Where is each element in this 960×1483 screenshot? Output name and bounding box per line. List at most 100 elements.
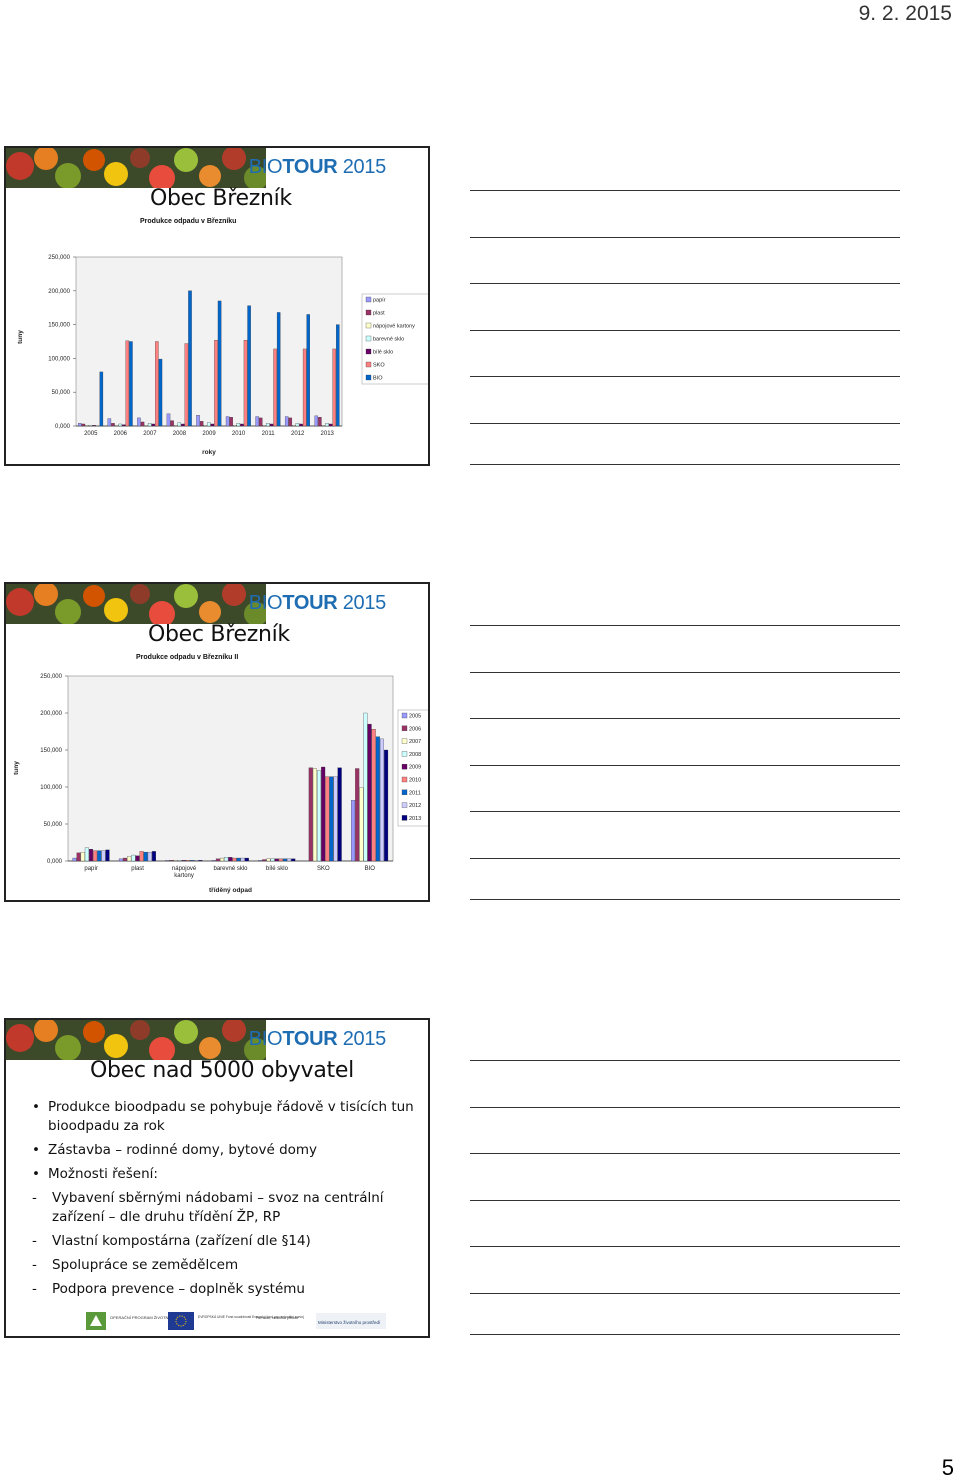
bar: [143, 851, 148, 862]
slide-2: BIOTOUR 2015 Obec Březník Produkce odpad…: [4, 582, 430, 902]
legend-label: barevné sklo: [373, 337, 404, 343]
legend-label: nápojové kartony: [373, 324, 415, 330]
bar: [114, 425, 119, 427]
bar: [166, 413, 171, 427]
bar: [321, 766, 326, 862]
bar: [97, 850, 102, 862]
y-tick-label: 150,000: [40, 748, 62, 754]
bar: [375, 736, 380, 862]
opzp-logo: OPERAČNÍ PROGRAM ŽIVOTNÍ PROSTŘEDÍ: [86, 1312, 195, 1330]
legend-label: BIO: [373, 376, 383, 382]
x-tick-label: bílé sklo: [266, 866, 289, 872]
note-line: [470, 283, 900, 284]
legend-label: 2007: [409, 739, 421, 745]
x-tick-label: 2011: [262, 431, 276, 437]
biotour-logo: BIOTOUR 2015: [248, 592, 387, 614]
legend-swatch: [401, 789, 408, 795]
bar: [266, 858, 271, 862]
note-line: [470, 1060, 900, 1061]
y-tick-label: 150,000: [48, 323, 70, 329]
bar: [211, 860, 216, 862]
y-tick-label: 200,000: [48, 289, 70, 295]
y-tick-label: 100,000: [48, 356, 70, 362]
bar: [118, 858, 123, 862]
note-line: [470, 1107, 900, 1108]
note-line: [470, 625, 900, 626]
bar: [170, 420, 174, 427]
bar: [332, 348, 336, 427]
x-tick-label: 2006: [114, 431, 128, 437]
bar: [318, 417, 322, 427]
bar: [173, 425, 178, 427]
bar: [321, 425, 326, 427]
note-line: [470, 190, 900, 191]
bar: [131, 854, 136, 862]
bar: [129, 341, 133, 427]
bar: [224, 857, 229, 862]
y-tick-label: 200,000: [40, 711, 62, 717]
x-tick-label: nápojové: [172, 866, 197, 872]
bar: [215, 858, 220, 862]
bar: [144, 425, 148, 427]
bar: [85, 425, 89, 427]
legend-swatch: [401, 815, 408, 821]
slide-title: Obec nad 5000 obyvatel: [90, 1058, 354, 1083]
x-tick-label: barevné sklo: [213, 866, 248, 872]
bar: [210, 423, 215, 427]
bar: [214, 339, 218, 427]
bar: [158, 358, 163, 427]
note-line: [470, 1246, 900, 1247]
note-line: [470, 672, 900, 673]
x-tick-label: BIO: [365, 866, 376, 872]
bar: [76, 852, 81, 862]
bar: [236, 423, 241, 427]
bar: [147, 851, 152, 862]
y-tick-label: 250,000: [48, 255, 70, 261]
sponsor-logos: OPERAČNÍ PROGRAM ŽIVOTNÍ PROSTŘEDÍ EVROP…: [86, 1312, 386, 1330]
bar: [165, 860, 170, 862]
legend-swatch: [365, 335, 372, 342]
legend-label: SKO: [373, 363, 385, 369]
bar: [351, 800, 356, 862]
bar: [266, 423, 270, 427]
notes-lines-1: [470, 150, 900, 470]
legend-swatch: [365, 348, 372, 355]
legend-label: 2010: [409, 778, 421, 784]
bar: [198, 860, 203, 862]
note-line: [470, 1153, 900, 1154]
bar: [92, 425, 96, 427]
bar: [232, 857, 237, 862]
bullet-item: • Zástavba – rodinné domy, bytové domy: [32, 1142, 318, 1158]
bar: [118, 423, 122, 427]
legend-label: 2008: [409, 752, 421, 758]
bar-chart: 0,000 50,000 100,000 150,000 200,000 250,000 t…: [13, 674, 428, 894]
legend-label: 2009: [409, 765, 421, 771]
x-tick-label: 2013: [321, 431, 335, 437]
legend-swatch: [365, 296, 372, 303]
bar: [196, 415, 200, 427]
plot-area: [67, 675, 394, 862]
bar: [194, 860, 199, 862]
dash-item: - Podpora prevence – doplněk systému: [32, 1281, 305, 1297]
bar: [308, 767, 313, 862]
bar: [199, 421, 204, 427]
bar: [203, 425, 207, 427]
bar: [282, 858, 287, 862]
bar: [225, 416, 230, 427]
bar: [190, 860, 195, 862]
y-tick-label: 0,000: [55, 424, 71, 430]
eu-logo: EVROPSKÁ UNIE Fond soudržnosti Evropský …: [168, 1312, 304, 1330]
bar: [379, 738, 384, 862]
bar: [127, 856, 132, 862]
bar: [236, 857, 241, 862]
food-waste-banner-image: [6, 148, 266, 188]
bar: [355, 768, 360, 862]
bar: [270, 858, 275, 862]
bullet-list: • Produkce bioodpadu se pohybuje řádově v…: [32, 1098, 422, 1304]
note-line: [470, 899, 900, 900]
bar: [258, 860, 263, 862]
y-tick-label: 50,000: [52, 390, 71, 396]
bar: [184, 343, 189, 427]
legend-label: 2006: [409, 726, 421, 732]
note-line: [470, 1334, 900, 1335]
